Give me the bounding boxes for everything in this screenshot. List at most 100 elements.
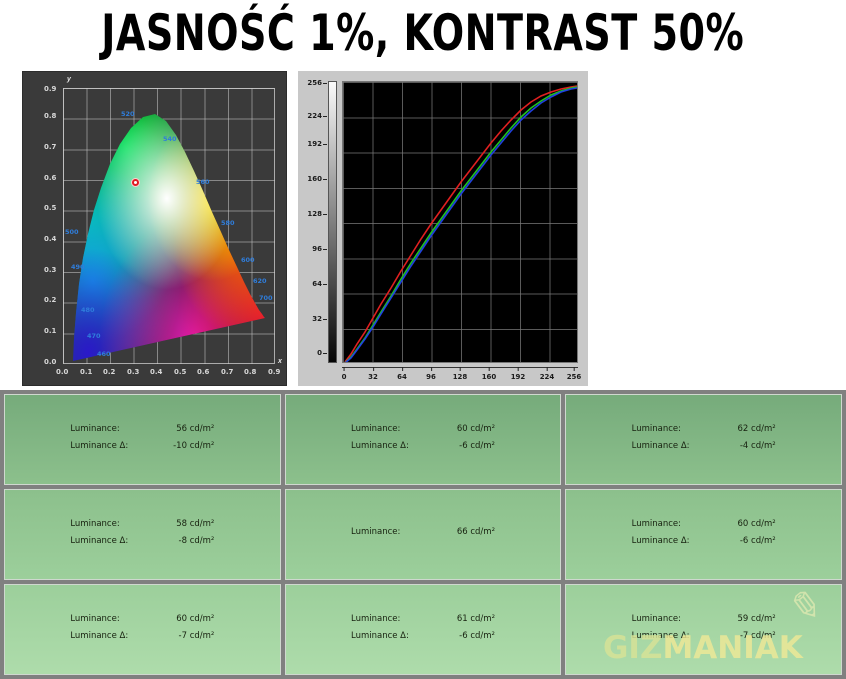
cie-x-tick-7: 0.7 — [221, 368, 234, 376]
luminance-label: Luminance: — [631, 423, 682, 434]
luminance-delta-label: Luminance Δ: — [631, 440, 690, 451]
gamma-gridlines — [343, 82, 577, 362]
cie-y-tick-9: 0.9 — [44, 85, 57, 93]
cie-y-tick-4: 0.4 — [44, 235, 57, 243]
gamma-x-axis: 0 32 64 96 128 160 192 224 256 — [341, 367, 581, 387]
luminance-value: 60 cd/m² — [456, 423, 495, 434]
luminance-cell-content: Luminance: 66 cd/m² — [351, 524, 495, 541]
luminance-delta-row: Luminance Δ: -6 cd/m² — [632, 533, 776, 550]
cie-wavelength-540: 540 — [163, 135, 177, 143]
page-title-bar: JASNOŚĆ 1%, KONTRAST 50% — [0, 0, 846, 66]
cie-x-tick-2: 0.2 — [103, 368, 116, 376]
cie-x-tick-5: 0.5 — [174, 368, 187, 376]
luminance-label: Luminance: — [631, 518, 682, 529]
cie-x-tick-8: 0.8 — [244, 368, 257, 376]
page-title: JASNOŚĆ 1%, KONTRAST 50% — [101, 3, 745, 63]
luminance-cell-content: Luminance: 61 cd/m² Luminance Δ: -6 cd/m… — [351, 611, 495, 645]
luminance-cell-middle-right[interactable]: Luminance: 60 cd/m² Luminance Δ: -6 cd/m… — [565, 489, 842, 580]
luminance-delta-value: -6 cd/m² — [459, 440, 495, 451]
luminance-cell-bottom-center[interactable]: Luminance: 61 cd/m² Luminance Δ: -6 cd/m… — [284, 584, 562, 675]
luminance-cell-middle-left[interactable]: Luminance: 58 cd/m² Luminance Δ: -8 cd/m… — [4, 489, 281, 580]
luminance-cell-top-right[interactable]: Luminance: 62 cd/m² Luminance Δ: -4 cd/m… — [565, 394, 842, 485]
luminance-cell-top-center[interactable]: Luminance: 60 cd/m² Luminance Δ: -6 cd/m… — [284, 394, 562, 485]
white-point-marker[interactable] — [131, 178, 140, 187]
cie-x-tick-4: 0.4 — [150, 368, 163, 376]
cie-wavelength-490: 490 — [71, 263, 85, 271]
cie-y-tick-6: 0.6 — [44, 174, 57, 182]
luminance-cell-top-left[interactable]: Luminance: 56 cd/m² Luminance Δ: -10 cd/… — [4, 394, 281, 485]
cie-plot-area: 520 540 560 580 600 620 700 500 490 480 … — [63, 88, 275, 364]
cie-wavelength-600: 600 — [241, 256, 255, 264]
luminance-delta-label: Luminance Δ: — [350, 440, 409, 451]
cie-y-tick-0: 0.0 — [44, 358, 57, 366]
gamma-curve-red — [344, 85, 577, 362]
cie-wavelength-470: 470 — [87, 332, 101, 340]
luminance-delta-label: Luminance Δ: — [70, 630, 129, 641]
gamma-y-tick-256: 256 — [307, 79, 327, 87]
luminance-row: Luminance: 60 cd/m² — [351, 421, 495, 438]
gamma-x-tick-64: 64 — [397, 367, 407, 381]
luminance-row: Luminance: 56 cd/m² — [70, 421, 214, 438]
cie-y-axis-name: y — [67, 76, 71, 83]
gamma-x-tick-256: 256 — [566, 367, 582, 381]
cie-plot-border — [63, 88, 275, 364]
luminance-row: Luminance: 58 cd/m² — [70, 516, 214, 533]
charts-row: y x 0.0 0.1 0.2 0.3 0.4 0.5 0.6 0.7 0.8 … — [0, 66, 846, 388]
cie-x-tick-1: 0.1 — [80, 368, 93, 376]
gamma-x-tick-32: 32 — [368, 367, 378, 381]
luminance-row: Luminance: 62 cd/m² — [632, 421, 776, 438]
watermark-flourish-icon: ✎ — [785, 584, 819, 630]
cie-x-tick-3: 0.3 — [127, 368, 140, 376]
rgb-tone-curve-panel: 0 32 64 96 128 160 192 224 256 — [298, 71, 588, 386]
gamma-x-tick-96: 96 — [426, 367, 436, 381]
luminance-delta-row: Luminance Δ: -7 cd/m² — [70, 628, 214, 645]
gamma-y-tick-192: 192 — [307, 140, 327, 148]
luminance-delta-label: Luminance Δ: — [631, 630, 690, 641]
gamma-y-tick-224: 224 — [307, 112, 327, 120]
luminance-cell-bottom-right[interactable]: Luminance: 59 cd/m² Luminance Δ: -7 cd/m… — [565, 584, 842, 675]
luminance-delta-value: -7 cd/m² — [739, 630, 776, 641]
gamma-plot-area — [342, 81, 578, 363]
gamma-x-tick-128: 128 — [452, 367, 468, 381]
luminance-row: Luminance: 59 cd/m² — [632, 611, 776, 628]
luminance-label: Luminance: — [631, 613, 682, 624]
cie-y-tick-2: 0.2 — [44, 296, 57, 304]
luminance-cell-content: Luminance: 58 cd/m² Luminance Δ: -8 cd/m… — [70, 516, 214, 550]
gamma-x-tick-192: 192 — [510, 367, 526, 381]
luminance-cell-content: Luminance: 60 cd/m² Luminance Δ: -6 cd/m… — [351, 421, 495, 455]
gamma-grayscale-ramp — [328, 81, 337, 363]
luminance-value: 60 cd/m² — [737, 518, 776, 529]
luminance-delta-value: -8 cd/m² — [178, 535, 215, 546]
cie-x-tick-9: 0.9 — [268, 368, 281, 376]
luminance-delta-row: Luminance Δ: -10 cd/m² — [70, 438, 214, 455]
luminance-label: Luminance: — [70, 423, 120, 434]
luminance-delta-value: -6 cd/m² — [459, 630, 495, 641]
luminance-label: Luminance: — [70, 613, 120, 624]
luminance-label: Luminance: — [70, 518, 120, 529]
cie-gamut-horseshoe — [73, 114, 265, 361]
luminance-cell-content: Luminance: 59 cd/m² Luminance Δ: -7 cd/m… — [632, 611, 776, 645]
cie-x-tick-0: 0.0 — [56, 368, 69, 376]
luminance-delta-value: -4 cd/m² — [739, 440, 776, 451]
luminance-cell-center[interactable]: Luminance: 66 cd/m² — [284, 489, 562, 580]
gamma-x-tick-0: 0 — [341, 367, 347, 381]
luminance-cell-content: Luminance: 60 cd/m² Luminance Δ: -7 cd/m… — [70, 611, 214, 645]
gamma-x-tick-224: 224 — [539, 367, 555, 381]
cie-x-axis-name: x — [278, 358, 282, 365]
luminance-delta-label: Luminance Δ: — [350, 630, 409, 641]
luminance-delta-label: Luminance Δ: — [70, 535, 129, 546]
luminance-delta-row: Luminance Δ: -8 cd/m² — [70, 533, 214, 550]
luminance-uniformity-grid: Luminance: 56 cd/m² Luminance Δ: -10 cd/… — [0, 390, 846, 679]
cie-wavelength-700: 700 — [259, 294, 273, 302]
gamma-curve-blue — [344, 87, 577, 362]
cie-y-tick-5: 0.5 — [44, 204, 57, 212]
cie-x-tick-6: 0.6 — [197, 368, 210, 376]
gamma-y-tick-64: 64 — [312, 280, 327, 288]
luminance-delta-row: Luminance Δ: -6 cd/m² — [351, 438, 495, 455]
luminance-row: Luminance: 61 cd/m² — [351, 611, 495, 628]
luminance-cell-bottom-left[interactable]: Luminance: 60 cd/m² Luminance Δ: -7 cd/m… — [4, 584, 281, 675]
luminance-row: Luminance: 60 cd/m² — [632, 516, 776, 533]
luminance-value: 62 cd/m² — [737, 423, 776, 434]
cie-y-tick-1: 0.1 — [44, 327, 57, 335]
